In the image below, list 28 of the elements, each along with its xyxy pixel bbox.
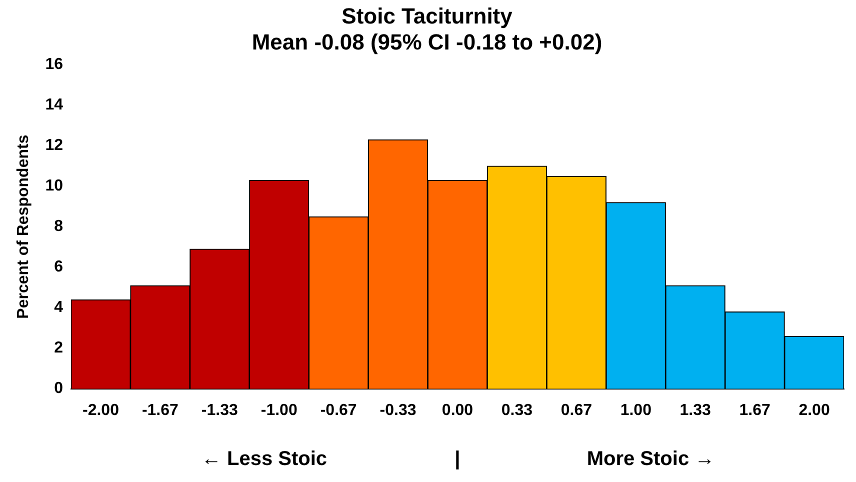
x-tick-label: -1.67 [142, 402, 179, 419]
x-tick-label: -0.33 [380, 402, 416, 419]
y-tick-label: 16 [45, 56, 64, 74]
x-tick-label: 0.67 [560, 402, 592, 419]
x-tick-label: -1.00 [260, 402, 298, 419]
y-tick-label: 2 [54, 340, 64, 357]
x-tick-label: 1.67 [739, 402, 770, 419]
y-tick-label: 12 [45, 137, 64, 154]
y-tick-label: 14 [45, 96, 64, 114]
y-tick-label: 6 [54, 258, 64, 276]
y-tick-label: 0 [54, 380, 64, 398]
text: More Stoic → [586, 448, 715, 471]
text: Stoic Taciturnity [342, 3, 512, 28]
y-tick-label: 8 [54, 218, 64, 236]
x-tick-label: -0.67 [320, 402, 357, 419]
y-axis-title: Percent of Respondents [15, 134, 32, 319]
y-tick-label: 4 [54, 299, 64, 316]
x-tick-label: 1.00 [620, 402, 652, 419]
x-tick-label: 2.00 [798, 402, 830, 419]
x-tick-label: -2.00 [82, 402, 120, 419]
text: ← Less Stoic [201, 448, 328, 471]
x-tick-label: 1.33 [680, 402, 712, 419]
x-tick-label: 0.33 [501, 402, 533, 419]
y-tick-label: 10 [45, 178, 64, 195]
text: | [454, 448, 460, 471]
x-tick-label: 0.00 [442, 402, 474, 419]
text: Mean -0.08 (95% CI -0.18 to +0.02) [252, 30, 602, 55]
x-tick-label: -1.33 [201, 402, 238, 419]
